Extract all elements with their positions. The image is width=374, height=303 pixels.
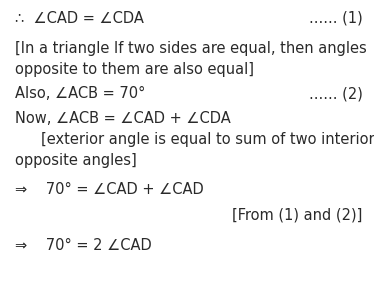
Text: Now, ∠ACB = ∠CAD + ∠CDA: Now, ∠ACB = ∠CAD + ∠CDA [15,111,231,126]
Text: [In a triangle If two sides are equal, then angles: [In a triangle If two sides are equal, t… [15,41,367,56]
Text: opposite angles]: opposite angles] [15,153,137,168]
Text: ∴  ∠CAD = ∠CDA: ∴ ∠CAD = ∠CDA [15,11,144,26]
Text: Also, ∠ACB = 70°: Also, ∠ACB = 70° [15,86,145,102]
Text: ...... (2): ...... (2) [309,86,363,102]
Text: [From (1) and (2)]: [From (1) and (2)] [232,208,363,223]
Text: ⇒    70° = 2 ∠CAD: ⇒ 70° = 2 ∠CAD [15,238,152,253]
Text: ...... (1): ...... (1) [309,11,363,26]
Text: opposite to them are also equal]: opposite to them are also equal] [15,62,254,77]
Text: [exterior angle is equal to sum of two interior: [exterior angle is equal to sum of two i… [41,132,374,147]
Text: ⇒    70° = ∠CAD + ∠CAD: ⇒ 70° = ∠CAD + ∠CAD [15,182,204,197]
